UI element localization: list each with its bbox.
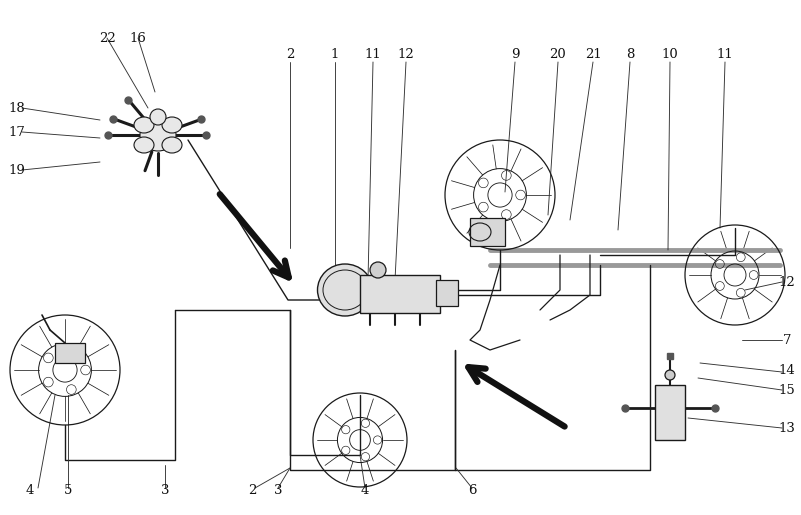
Text: 11: 11 [364, 48, 381, 61]
Text: 11: 11 [717, 48, 734, 61]
Text: 1: 1 [331, 48, 339, 61]
Text: 22: 22 [99, 31, 115, 44]
Text: 10: 10 [662, 48, 678, 61]
Text: 9: 9 [511, 48, 519, 61]
Text: 19: 19 [9, 163, 26, 177]
Text: 7: 7 [783, 334, 791, 347]
Bar [360, 275, 440, 313]
Text: 12: 12 [779, 276, 795, 288]
Ellipse shape [162, 117, 182, 133]
Text: 4: 4 [26, 484, 34, 496]
Bar [436, 280, 458, 306]
Ellipse shape [150, 109, 166, 125]
Text: 4: 4 [360, 484, 369, 496]
Text: 12: 12 [397, 48, 414, 61]
Text: 5: 5 [64, 484, 72, 496]
Circle shape [665, 370, 675, 380]
Circle shape [370, 262, 386, 278]
Text: 14: 14 [779, 364, 795, 376]
Bar [655, 385, 685, 440]
Text: 17: 17 [9, 126, 26, 139]
Ellipse shape [162, 137, 182, 153]
Ellipse shape [317, 264, 372, 316]
Text: 3: 3 [161, 484, 169, 496]
Bar [55, 343, 85, 363]
Text: 6: 6 [468, 484, 477, 496]
Bar [470, 218, 505, 246]
Text: 13: 13 [779, 421, 795, 435]
Text: 18: 18 [9, 101, 26, 114]
Text: 15: 15 [779, 384, 795, 397]
Text: 20: 20 [549, 48, 566, 61]
Text: 16: 16 [130, 31, 147, 44]
Ellipse shape [140, 119, 176, 151]
Ellipse shape [134, 137, 154, 153]
Text: 2: 2 [286, 48, 294, 61]
Text: 3: 3 [274, 484, 282, 496]
Text: 2: 2 [248, 484, 256, 496]
Text: 8: 8 [626, 48, 634, 61]
Text: 21: 21 [585, 48, 602, 61]
Ellipse shape [134, 117, 154, 133]
